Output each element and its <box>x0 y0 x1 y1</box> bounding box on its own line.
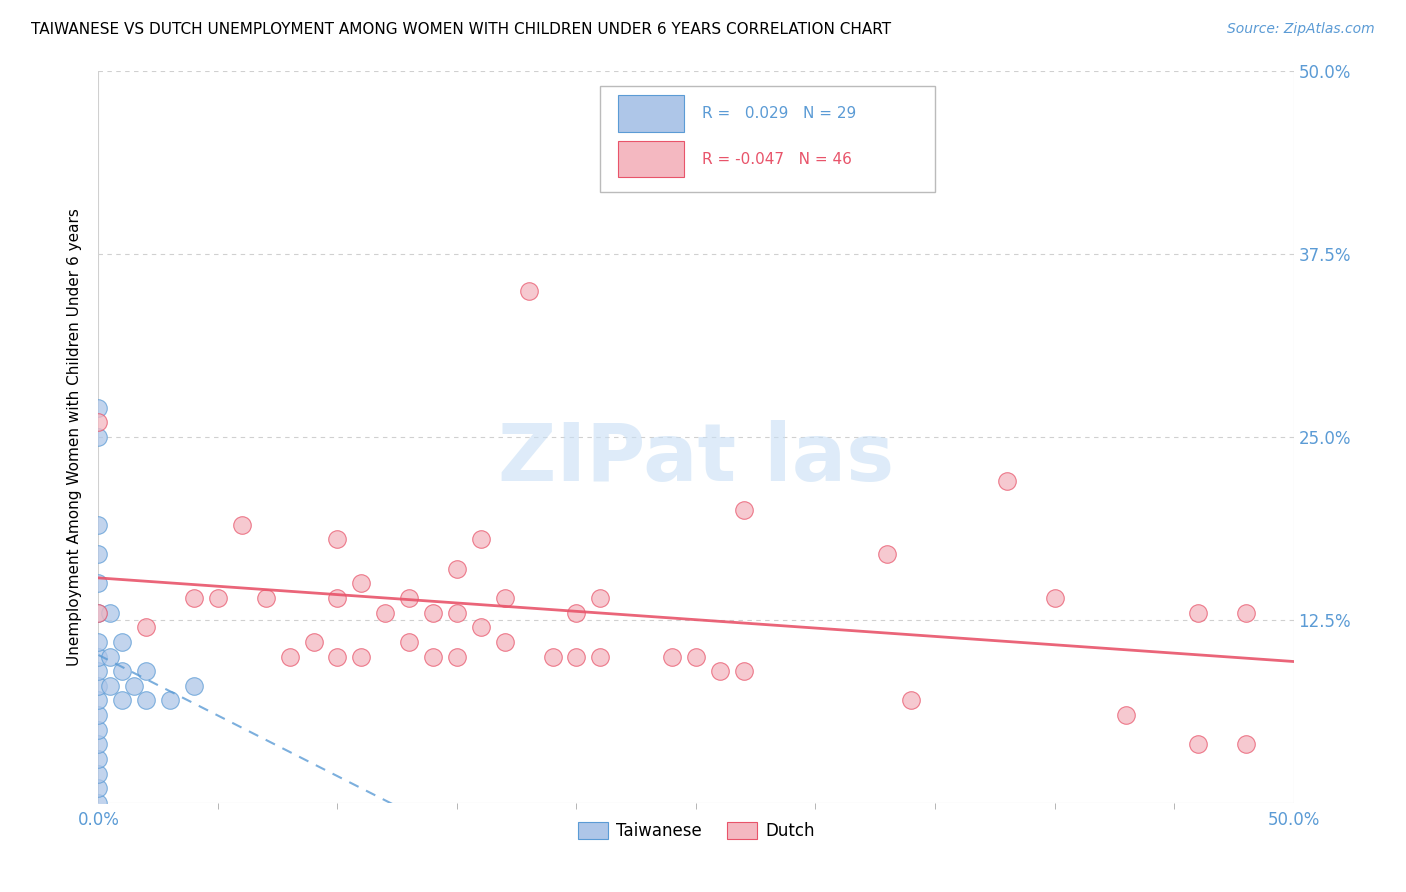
Point <box>87 679 110 693</box>
Point <box>207 591 229 605</box>
Point <box>326 649 349 664</box>
FancyBboxPatch shape <box>619 95 685 132</box>
Point <box>733 503 755 517</box>
Text: Source: ZipAtlas.com: Source: ZipAtlas.com <box>1227 22 1375 37</box>
Text: R = -0.047   N = 46: R = -0.047 N = 46 <box>702 152 852 167</box>
Point <box>446 562 468 576</box>
Point <box>87 606 110 620</box>
Text: R =   0.029   N = 29: R = 0.029 N = 29 <box>702 106 856 121</box>
Point <box>900 693 922 707</box>
Point <box>111 635 134 649</box>
Point <box>589 649 612 664</box>
Point <box>995 474 1018 488</box>
Point <box>374 606 396 620</box>
Point <box>87 693 110 707</box>
Point <box>87 708 110 723</box>
Point <box>87 517 110 532</box>
Point <box>87 723 110 737</box>
Point <box>1187 606 1209 620</box>
Point <box>87 796 110 810</box>
Point <box>733 664 755 678</box>
Point <box>159 693 181 707</box>
Point <box>876 547 898 561</box>
Point <box>541 649 564 664</box>
Point <box>87 635 110 649</box>
Point <box>124 679 146 693</box>
Point <box>326 591 349 605</box>
Point <box>87 606 110 620</box>
Point <box>135 620 157 634</box>
Point <box>1043 591 1066 605</box>
Point <box>1187 737 1209 751</box>
Point <box>709 664 731 678</box>
Point <box>87 401 110 415</box>
Point <box>470 533 492 547</box>
Point <box>183 679 205 693</box>
Point <box>565 606 588 620</box>
Point <box>87 766 110 780</box>
Point <box>87 649 110 664</box>
Point <box>87 737 110 751</box>
Point <box>231 517 253 532</box>
Point <box>446 649 468 664</box>
Point <box>326 533 349 547</box>
Point <box>422 649 444 664</box>
Point <box>111 664 134 678</box>
Point <box>87 781 110 796</box>
Point <box>98 649 122 664</box>
Point <box>661 649 683 664</box>
Legend: Taiwanese, Dutch: Taiwanese, Dutch <box>571 815 821 847</box>
Point <box>87 576 110 591</box>
Point <box>350 649 373 664</box>
Point <box>494 591 516 605</box>
Point <box>98 679 122 693</box>
Point <box>398 635 420 649</box>
Point <box>422 606 444 620</box>
Point <box>98 606 122 620</box>
Point <box>87 547 110 561</box>
FancyBboxPatch shape <box>600 86 935 192</box>
FancyBboxPatch shape <box>619 141 685 178</box>
Point <box>350 576 373 591</box>
Point <box>1234 737 1257 751</box>
Point <box>87 416 110 430</box>
Y-axis label: Unemployment Among Women with Children Under 6 years: Unemployment Among Women with Children U… <box>66 208 82 666</box>
Point <box>1115 708 1137 723</box>
Text: ZIPat las: ZIPat las <box>498 420 894 498</box>
Point <box>135 693 157 707</box>
Point <box>517 284 540 298</box>
Point <box>470 620 492 634</box>
Point <box>254 591 277 605</box>
Point <box>494 635 516 649</box>
Point <box>398 591 420 605</box>
Point <box>589 591 612 605</box>
Point <box>278 649 301 664</box>
Point <box>87 664 110 678</box>
Point <box>446 606 468 620</box>
Point <box>565 649 588 664</box>
Text: TAIWANESE VS DUTCH UNEMPLOYMENT AMONG WOMEN WITH CHILDREN UNDER 6 YEARS CORRELAT: TAIWANESE VS DUTCH UNEMPLOYMENT AMONG WO… <box>31 22 891 37</box>
Point <box>685 649 707 664</box>
Point <box>87 430 110 444</box>
Point <box>135 664 157 678</box>
Point <box>183 591 205 605</box>
Point <box>111 693 134 707</box>
Point <box>302 635 325 649</box>
Point <box>1234 606 1257 620</box>
Point <box>87 752 110 766</box>
